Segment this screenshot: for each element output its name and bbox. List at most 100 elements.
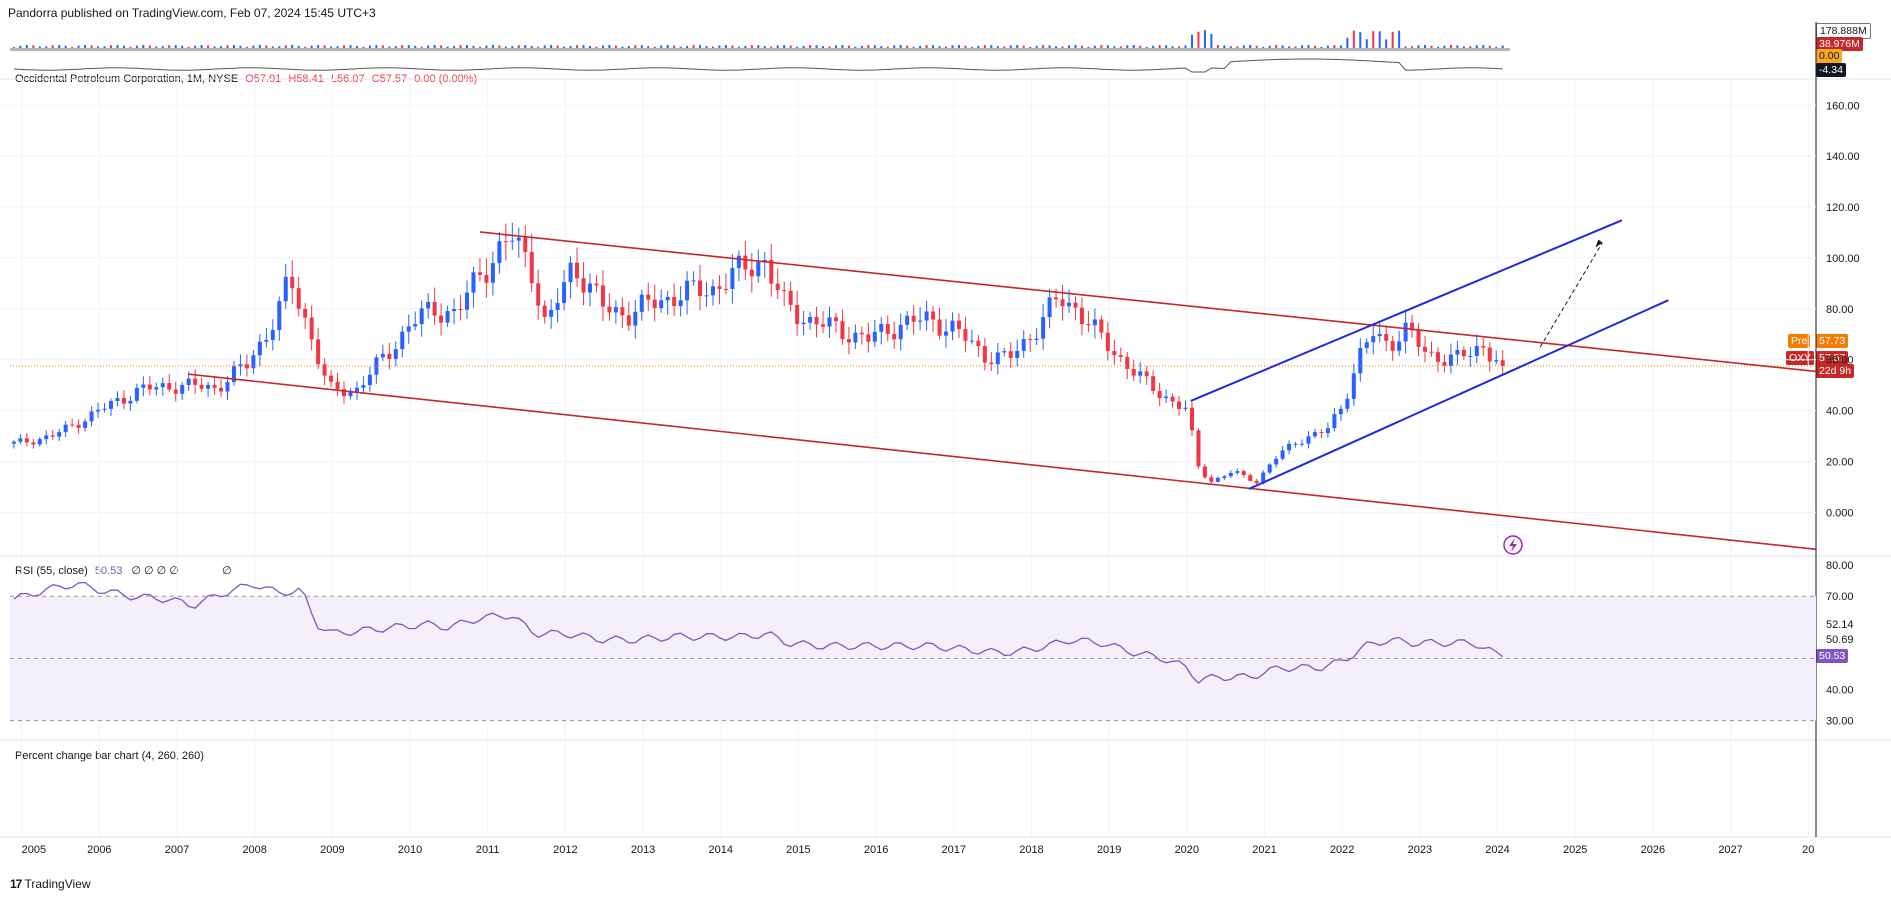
candle-body bbox=[736, 255, 741, 269]
candle-body bbox=[944, 331, 949, 336]
candle bbox=[121, 390, 126, 410]
candle bbox=[44, 430, 49, 445]
candle bbox=[704, 281, 709, 307]
volume-bar bbox=[1443, 45, 1446, 48]
volume-bar bbox=[841, 45, 844, 48]
candle bbox=[225, 376, 230, 400]
projection-arrow bbox=[1539, 242, 1603, 348]
volume-bar bbox=[97, 46, 100, 48]
candle bbox=[1481, 338, 1486, 356]
candle-body bbox=[1241, 471, 1246, 476]
volume-bar bbox=[621, 46, 624, 48]
candle-body bbox=[859, 332, 864, 335]
candle bbox=[1377, 321, 1382, 343]
candle bbox=[730, 254, 735, 304]
candle bbox=[652, 284, 657, 322]
rsi-tick-40.00: 40.00 bbox=[1826, 685, 1854, 697]
volume-bar bbox=[996, 46, 999, 48]
volume-bar bbox=[925, 45, 928, 48]
volume-bar bbox=[880, 46, 883, 48]
candle bbox=[562, 269, 567, 311]
volume-bar bbox=[148, 45, 151, 48]
candle bbox=[769, 243, 774, 297]
volume-bar bbox=[1080, 45, 1083, 48]
candle bbox=[801, 310, 806, 336]
candle-body bbox=[206, 384, 211, 389]
volume-bar bbox=[653, 46, 656, 48]
candle bbox=[37, 436, 42, 447]
rsi-line-group bbox=[13, 581, 1504, 684]
candle-body bbox=[219, 387, 224, 392]
candle-body bbox=[1235, 471, 1240, 473]
candle-body bbox=[18, 438, 23, 442]
candle bbox=[995, 343, 1000, 375]
volume-bar bbox=[278, 46, 281, 48]
volume-bar bbox=[103, 46, 106, 48]
volume-bar bbox=[737, 46, 740, 48]
volume-bar bbox=[634, 45, 637, 48]
candle bbox=[89, 406, 94, 427]
candle bbox=[134, 383, 139, 404]
candle bbox=[24, 433, 29, 447]
candle-body bbox=[50, 435, 55, 437]
volume-bar bbox=[919, 45, 922, 48]
candle-body bbox=[1066, 302, 1072, 307]
volume-bar bbox=[608, 45, 611, 48]
candle bbox=[982, 338, 987, 371]
volume-bar bbox=[588, 45, 591, 48]
y-tick-80.00: 80.00 bbox=[1826, 304, 1854, 316]
candle-body bbox=[503, 241, 508, 243]
candle bbox=[380, 344, 385, 362]
candle bbox=[367, 366, 372, 392]
x-tick-2010: 2010 bbox=[398, 844, 422, 856]
candle bbox=[329, 370, 334, 388]
candle-body bbox=[290, 276, 295, 289]
volume-bar bbox=[174, 45, 177, 48]
candle-body bbox=[406, 326, 411, 332]
candle bbox=[924, 300, 929, 331]
candle-body bbox=[723, 288, 728, 290]
candle bbox=[846, 326, 851, 355]
candle bbox=[1164, 389, 1169, 403]
candle bbox=[1131, 359, 1136, 382]
candle-body bbox=[1481, 346, 1486, 348]
candle-body bbox=[808, 316, 813, 323]
candle-body bbox=[698, 280, 703, 296]
candle-body bbox=[924, 311, 929, 321]
candle bbox=[1442, 354, 1447, 373]
trendlines[interactable] bbox=[188, 219, 1817, 551]
candle-body bbox=[600, 285, 605, 307]
candle bbox=[859, 326, 864, 345]
candle-body bbox=[322, 364, 327, 376]
candle bbox=[1028, 334, 1033, 352]
footer-brand-text: TradingView bbox=[24, 877, 91, 891]
candle-body bbox=[413, 324, 418, 327]
volume-bar bbox=[25, 45, 28, 48]
x-tick-2009: 2009 bbox=[320, 844, 344, 856]
candle-body bbox=[1377, 333, 1382, 337]
candle bbox=[853, 324, 858, 350]
candle bbox=[1455, 340, 1460, 365]
candle bbox=[477, 258, 482, 282]
candle-body bbox=[264, 339, 269, 342]
volume-bar bbox=[1294, 46, 1297, 48]
candle-body bbox=[1125, 356, 1130, 370]
candle bbox=[1358, 338, 1363, 382]
candle bbox=[866, 322, 871, 353]
volume-bar bbox=[64, 45, 67, 48]
candle-body bbox=[348, 391, 353, 397]
volume-bar bbox=[1229, 46, 1232, 48]
flash-icon[interactable] bbox=[1503, 535, 1523, 555]
candle-body bbox=[1306, 436, 1311, 444]
candle bbox=[1300, 439, 1305, 447]
volume-bar bbox=[1404, 46, 1407, 48]
volume-bar bbox=[38, 46, 41, 48]
candle-body bbox=[587, 283, 592, 293]
candle bbox=[788, 281, 793, 312]
volume-bar bbox=[860, 45, 863, 48]
rsi-level-a: 52.14 bbox=[1826, 619, 1854, 631]
candle-body bbox=[523, 237, 528, 253]
tradingview-logo-icon: 17 bbox=[10, 877, 22, 891]
candle bbox=[976, 334, 981, 358]
